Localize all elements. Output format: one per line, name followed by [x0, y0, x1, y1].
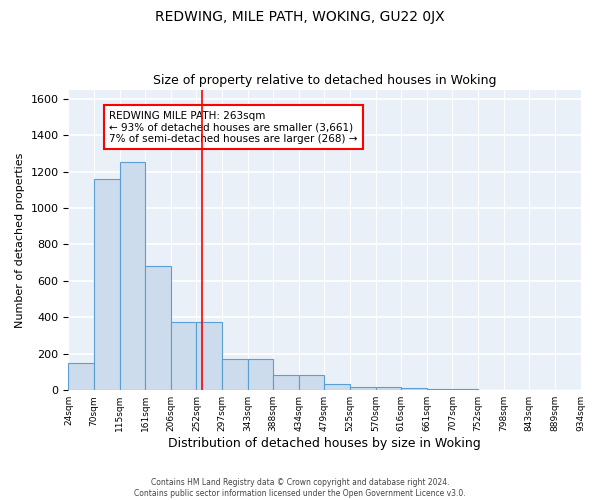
Text: REDWING MILE PATH: 263sqm
← 93% of detached houses are smaller (3,661)
7% of sem: REDWING MILE PATH: 263sqm ← 93% of detac… [109, 110, 358, 144]
Text: Contains HM Land Registry data © Crown copyright and database right 2024.
Contai: Contains HM Land Registry data © Crown c… [134, 478, 466, 498]
Bar [68, 363, 94, 390]
Bar [196, 322, 222, 390]
Bar [376, 386, 401, 390]
X-axis label: Distribution of detached houses by size in Woking: Distribution of detached houses by size … [168, 437, 481, 450]
Bar [325, 384, 350, 390]
Bar [171, 322, 196, 390]
Bar [94, 179, 119, 390]
Title: Size of property relative to detached houses in Woking: Size of property relative to detached ho… [153, 74, 496, 87]
Text: REDWING, MILE PATH, WOKING, GU22 0JX: REDWING, MILE PATH, WOKING, GU22 0JX [155, 10, 445, 24]
Bar [350, 386, 376, 390]
Bar [248, 359, 273, 390]
Bar [299, 374, 325, 390]
Y-axis label: Number of detached properties: Number of detached properties [15, 152, 25, 328]
Bar [222, 359, 248, 390]
Bar [145, 266, 171, 390]
Bar [401, 388, 427, 390]
Bar [119, 162, 145, 390]
Bar [273, 374, 299, 390]
